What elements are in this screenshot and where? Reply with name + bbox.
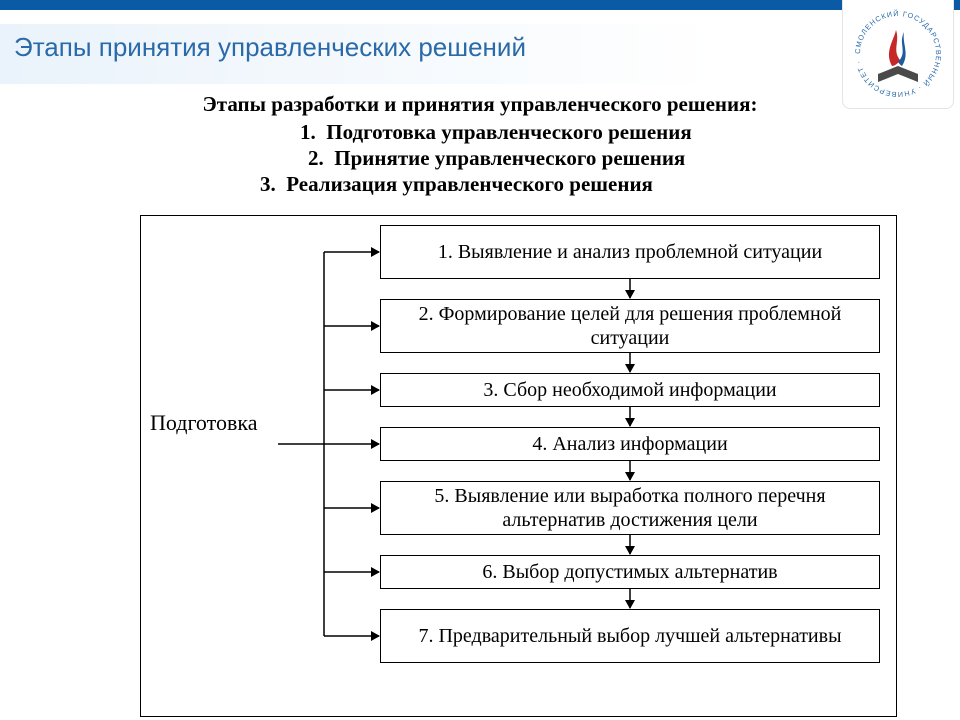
logo-svg: СМОЛЕНСКИЙ ГОСУДАРСТВЕННЫЙ · УНИВЕРСИТЕТ… bbox=[848, 4, 948, 104]
flow-step-7: 7. Предварительный выбор лучшей альтерна… bbox=[380, 609, 880, 663]
stage-label: Подготовка bbox=[150, 410, 257, 436]
flowchart: Подготовка 1. Выявление и анализ проблем… bbox=[80, 215, 900, 715]
book-icon bbox=[878, 66, 918, 82]
flow-step-2: 2. Формирование целей для решения пробле… bbox=[380, 299, 880, 353]
page-title: Этапы принятия управленческих решений bbox=[14, 32, 526, 63]
flow-step-5: 5. Выявление или выработка полного переч… bbox=[380, 481, 880, 535]
flow-step-6: 6. Выбор допустимых альтернатив bbox=[380, 555, 880, 589]
top-accent-bar bbox=[0, 0, 960, 10]
flame-red-icon bbox=[889, 30, 900, 66]
list-item-1: 1. Подготовка управленческого решения bbox=[300, 120, 692, 145]
list-item-3: 3. Реализация управленческого решения bbox=[260, 172, 653, 197]
subheading: Этапы разработки и принятия управленческ… bbox=[0, 92, 960, 117]
flow-step-4: 4. Анализ информации bbox=[380, 427, 880, 461]
flow-step-3: 3. Сбор необходимой информации bbox=[380, 373, 880, 407]
flow-step-1: 1. Выявление и анализ проблемной ситуаци… bbox=[380, 225, 880, 279]
logo-ring-text: СМОЛЕНСКИЙ ГОСУДАРСТВЕННЫЙ · УНИВЕРСИТЕТ… bbox=[853, 9, 943, 99]
flame-blue-icon bbox=[898, 32, 906, 66]
list-item-2: 2. Принятие управленческого решения bbox=[308, 146, 685, 171]
